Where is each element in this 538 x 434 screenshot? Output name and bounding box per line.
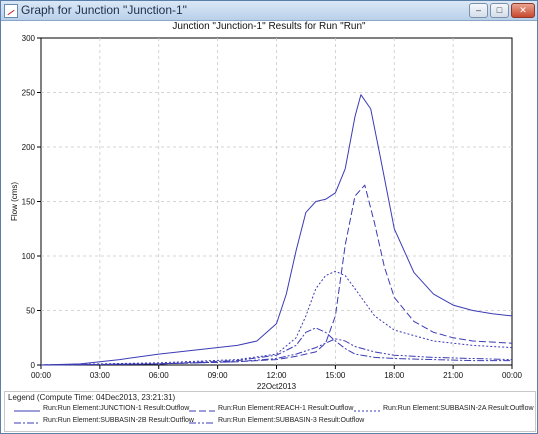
legend-label-subbasin-2b: Run:Run Element:SUBBASIN-2B Result:Outfl… [43,417,194,424]
legend-title: Legend (Compute Time: 04Dec2013, 23:21:3… [8,393,176,402]
maximize-button[interactable]: □ [490,3,509,18]
series-subbasin-2b [40,327,512,366]
flow-chart: 0 50 100 150 200 250 300 00:00 03:00 06:00 09:00 12… [10,34,523,391]
y-tick-label: 300 [22,34,36,43]
series-subbasin-2a [40,270,513,366]
legend-label-subbasin-3: Run:Run Element:SUBBASIN-3 Result:Outflo… [218,417,365,424]
chart-title: Junction "Junction-1" Results for Run "R… [172,21,366,32]
legend-label-subbasin-2a: Run:Run Element:SUBBASIN-2A Result:Outfl… [383,405,534,412]
y-tick-label: 0 [31,361,36,370]
x-tick-label: 00:00 [502,371,523,380]
legend-label-junction-1: Run:Run Element:JUNCTION-1 Result:Outflo… [43,405,190,412]
y-tick-label: 50 [26,307,35,316]
legend-label-reach-1: Run:Run Element:REACH-1 Result:Outflow [218,405,354,412]
x-tick-label: 06:00 [149,371,170,380]
x-tick-label: 12:00 [266,371,287,380]
legend: Legend (Compute Time: 04Dec2013, 23:21:3… [4,391,536,432]
x-tick-label: 18:00 [384,371,405,380]
minimize-button[interactable]: – [469,3,488,18]
title-bar[interactable]: Graph for Junction "Junction-1" – □ ✕ [1,1,537,21]
series-reach-1 [40,184,513,366]
x-tick-label: 09:00 [208,371,229,380]
y-tick-label: 100 [22,252,36,261]
y-tick-label: 200 [22,143,36,152]
close-button[interactable]: ✕ [511,3,535,18]
graph-app-icon [4,4,18,18]
x-tick-label: 03:00 [90,371,111,380]
x-tick-label: 00:00 [31,371,52,380]
x-axis-label: 22Oct2013 [257,382,297,391]
y-tick-label: 250 [22,89,36,98]
series-junction-1 [40,94,513,366]
y-axis-label: Flow (cms) [10,182,19,221]
series-subbasin-3 [40,338,513,366]
window-title: Graph for Junction "Junction-1" [21,3,187,17]
y-tick-label: 150 [22,198,36,207]
x-tick-label: 21:00 [443,371,464,380]
x-tick-label: 15:00 [325,371,346,380]
